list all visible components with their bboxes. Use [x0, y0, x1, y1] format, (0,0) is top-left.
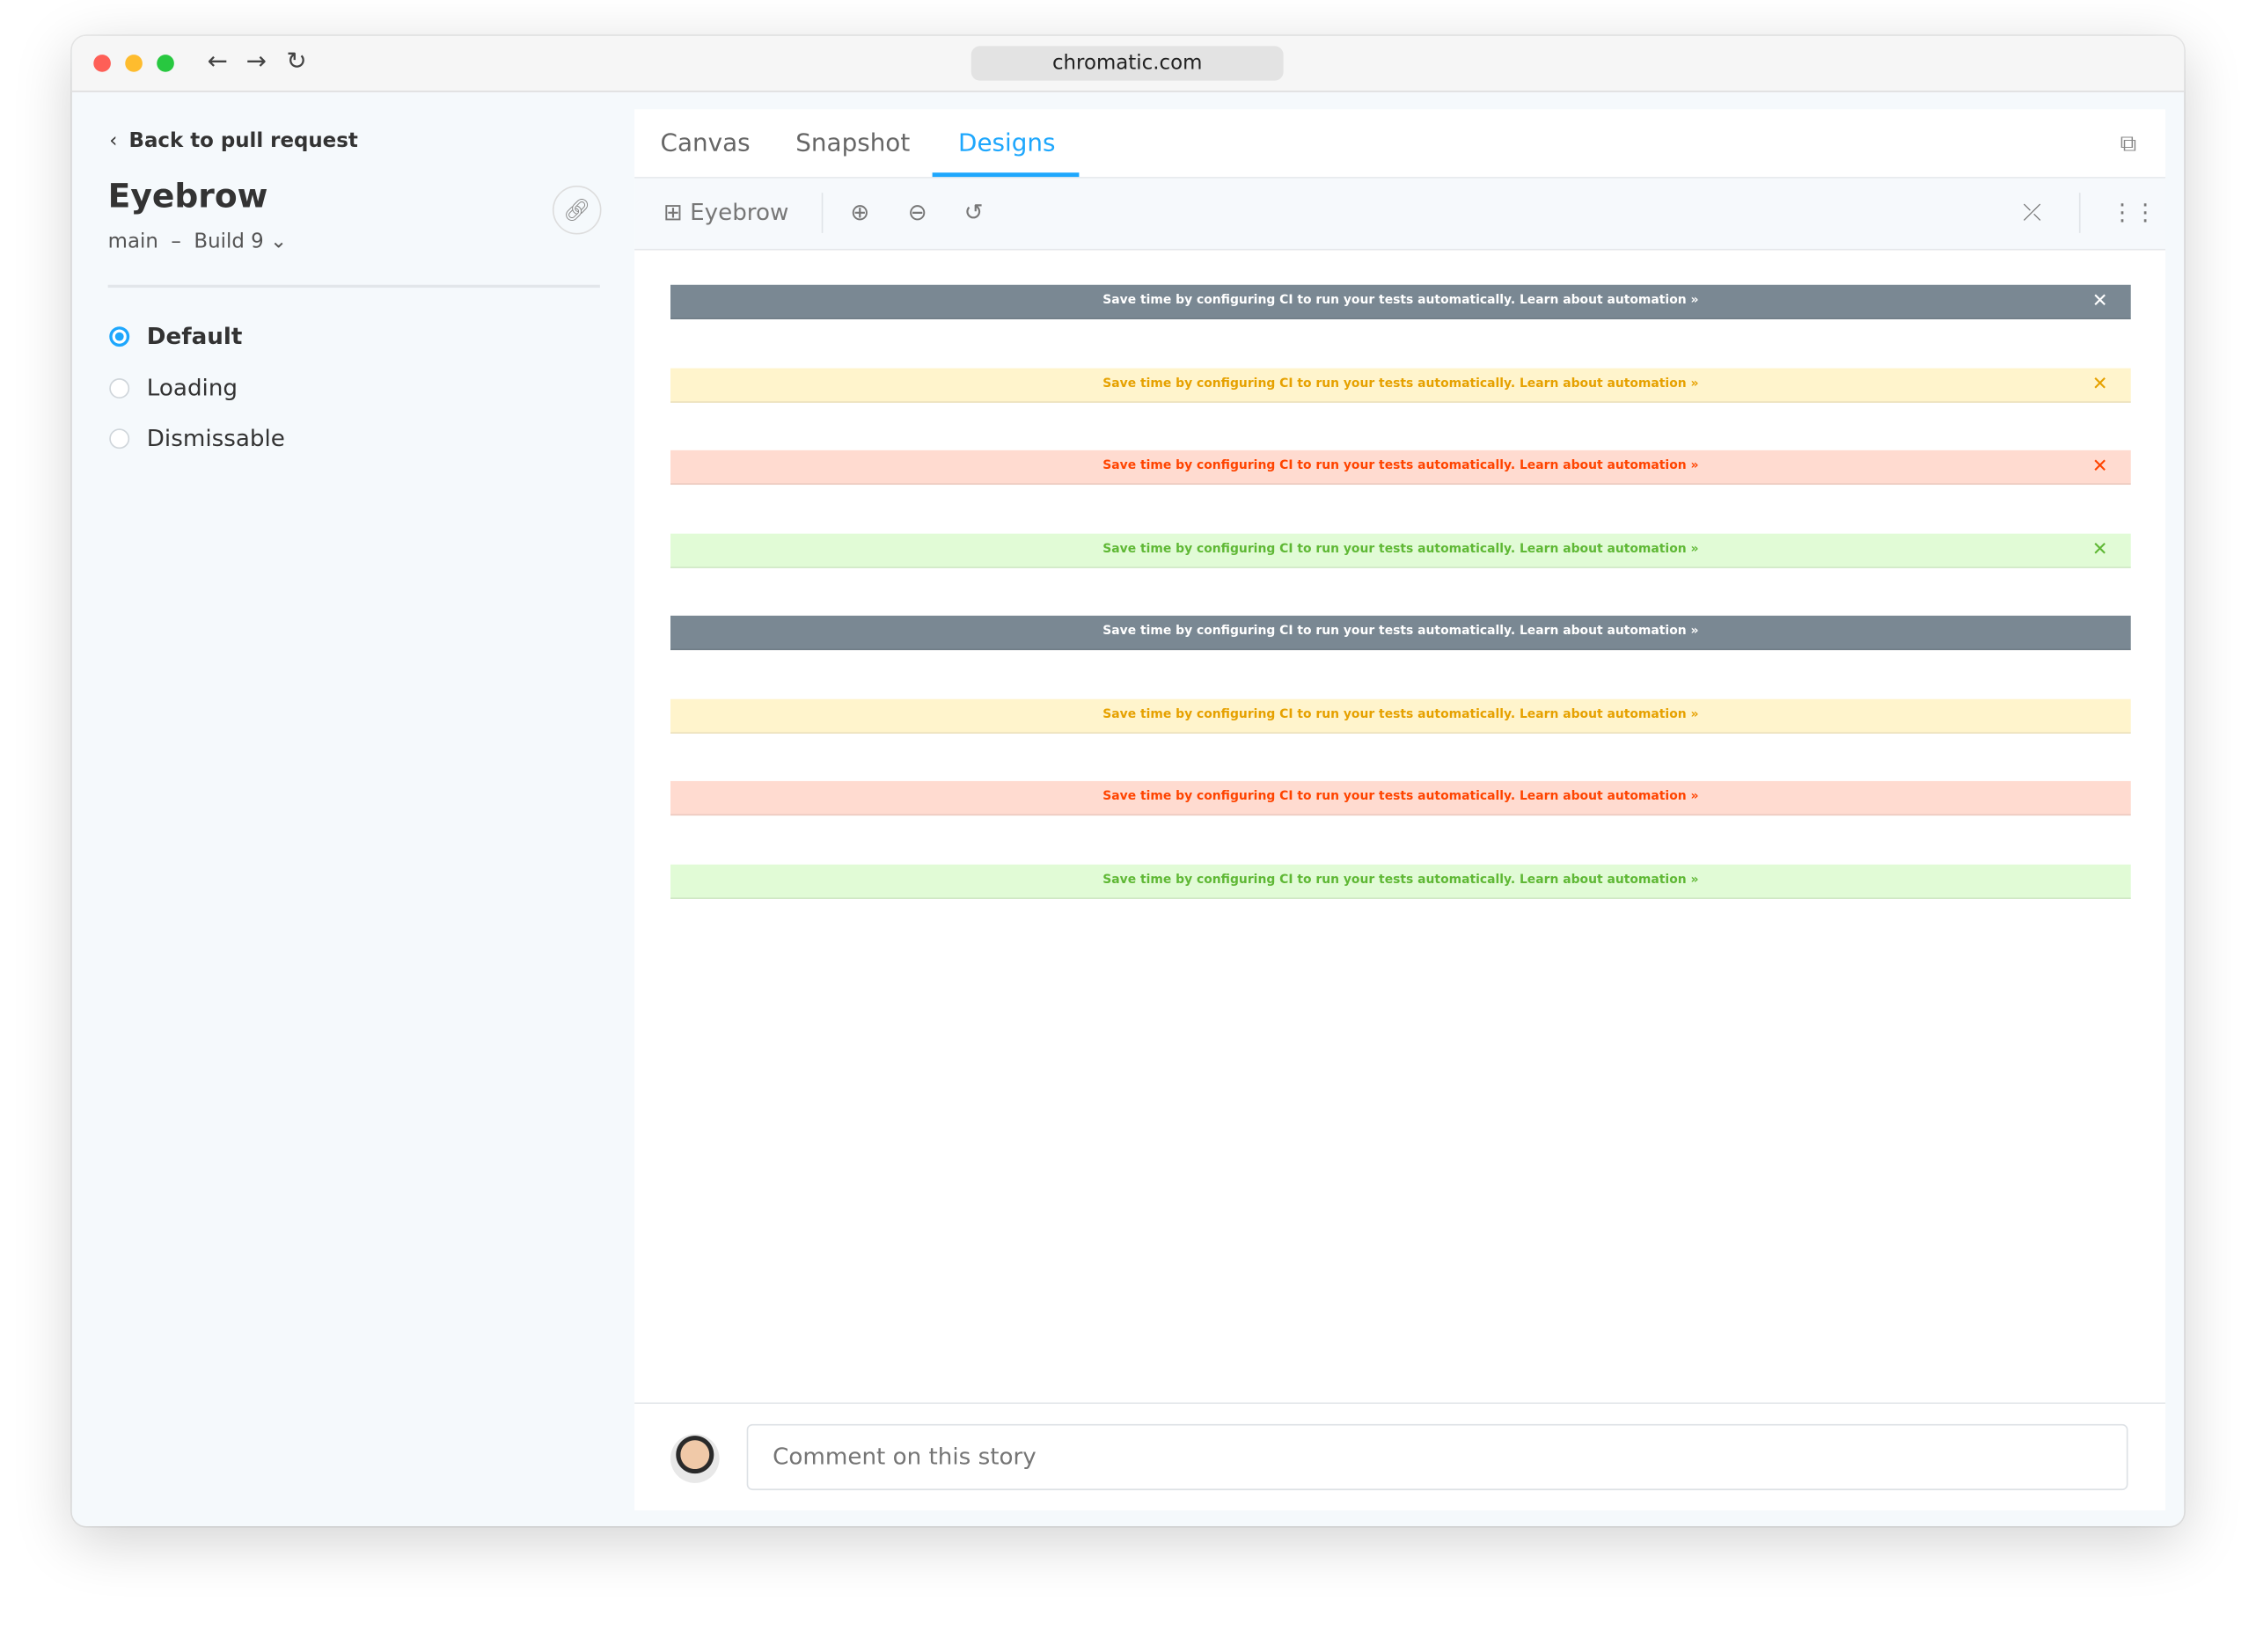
browser-window: ← → ↻ chromatic.com ‹ Back to pull reques… — [71, 35, 2185, 1526]
eyebrow-banner: Save time by configuring CI to run your … — [670, 532, 2131, 568]
story-option-loading[interactable]: Loading — [109, 374, 238, 401]
divider — [107, 284, 600, 289]
eyebrow-banner: Save time by configuring CI to run your … — [670, 698, 2131, 734]
branch-name: main — [107, 230, 158, 253]
comment-bar — [634, 1402, 2165, 1510]
reset-zoom-icon[interactable]: ↺ — [963, 198, 984, 226]
banner-message-link[interactable]: Save time by configuring CI to run your … — [1102, 872, 1699, 888]
grid-icon: ⊞ — [663, 198, 683, 226]
open-external-icon[interactable]: ⧉ — [2120, 129, 2137, 157]
address-bar[interactable]: chromatic.com — [971, 46, 1284, 81]
active-tab-indicator — [932, 172, 1080, 178]
radio-icon — [109, 428, 130, 450]
banner-message-link[interactable]: Save time by configuring CI to run your … — [1102, 789, 1699, 805]
design-toolbar: ⊞ Eyebrow ⊕ ⊖ ↺ ⤫ ⋮⋮ — [634, 178, 2165, 251]
close-window-button[interactable] — [93, 55, 111, 72]
banner-message-link[interactable]: Save time by configuring CI to run your … — [1102, 293, 1699, 308]
eyebrow-banner: Save time by configuring CI to run your … — [670, 450, 2131, 486]
close-icon[interactable]: ✕ — [2091, 456, 2108, 478]
chevron-down-icon: ⌄ — [270, 230, 288, 253]
story-label: Default — [146, 322, 243, 350]
banner-message-link[interactable]: Save time by configuring CI to run your … — [1102, 541, 1699, 557]
reload-icon[interactable]: ↻ — [286, 47, 307, 77]
zoom-in-icon[interactable]: ⊕ — [850, 198, 870, 226]
build-selector[interactable]: main – Build 9 ⌄ — [108, 230, 288, 253]
close-icon[interactable]: ✕ — [2091, 538, 2108, 560]
chevron-left-icon: ‹ — [109, 129, 118, 153]
eyebrow-banner: Save time by configuring CI to run your … — [670, 615, 2131, 651]
link-icon: 🔗︎ — [563, 197, 591, 223]
tab-canvas[interactable]: Canvas — [660, 129, 751, 158]
eyebrow-banner: Save time by configuring CI to run your … — [670, 863, 2131, 899]
story-option-default[interactable]: Default — [109, 322, 242, 349]
close-icon[interactable]: ✕ — [2091, 373, 2108, 395]
avatar — [670, 1434, 720, 1483]
component-selector[interactable]: ⊞ Eyebrow — [663, 199, 789, 226]
back-arrow-icon[interactable]: ← — [207, 47, 228, 77]
tab-designs[interactable]: Designs — [958, 129, 1056, 158]
eyebrow-banner: Save time by configuring CI to run your … — [670, 284, 2131, 320]
forward-arrow-icon[interactable]: → — [245, 47, 267, 77]
story-label: Dismissable — [146, 424, 285, 452]
separator: – — [171, 230, 181, 253]
eyebrow-banner: Save time by configuring CI to run your … — [670, 780, 2131, 816]
banner-message-link[interactable]: Save time by configuring CI to run your … — [1102, 458, 1699, 473]
build-label: Build 9 — [194, 230, 264, 253]
tab-snapshot[interactable]: Snapshot — [795, 129, 911, 158]
close-icon[interactable]: ✕ — [2091, 290, 2108, 312]
main-panel: Canvas Snapshot Designs ⧉ ⊞ Eyebrow ⊕ ⊖ … — [634, 109, 2165, 1510]
zoom-out-icon[interactable]: ⊖ — [907, 198, 927, 226]
radio-selected-icon — [109, 326, 130, 347]
banner-message-link[interactable]: Save time by configuring CI to run your … — [1102, 706, 1699, 722]
browser-titlebar: ← → ↻ chromatic.com — [71, 35, 2185, 92]
back-label: Back to pull request — [128, 129, 358, 153]
banner-message-link[interactable]: Save time by configuring CI to run your … — [1102, 624, 1699, 640]
sidebar: ‹ Back to pull request Eyebrow main – Bui… — [72, 92, 634, 1526]
copy-link-button[interactable]: 🔗︎ — [552, 185, 602, 235]
unlink-icon[interactable]: ⤫ — [2023, 198, 2042, 226]
story-option-dismissable[interactable]: Dismissable — [109, 424, 285, 451]
divider — [821, 193, 824, 233]
divider — [2078, 193, 2081, 233]
minimize-window-button[interactable] — [125, 55, 143, 72]
comment-input[interactable] — [746, 1423, 2128, 1491]
eyebrow-banner: Save time by configuring CI to run your … — [670, 367, 2131, 403]
banner-message-link[interactable]: Save time by configuring CI to run your … — [1102, 376, 1699, 391]
figma-icon[interactable]: ⋮⋮ — [2110, 198, 2157, 226]
component-name: Eyebrow — [690, 198, 789, 226]
story-title: Eyebrow — [107, 178, 268, 216]
story-label: Loading — [146, 374, 238, 402]
tab-bar: Canvas Snapshot Designs ⧉ — [634, 109, 2165, 179]
back-to-pull-request-link[interactable]: ‹ Back to pull request — [109, 129, 358, 152]
radio-icon — [109, 378, 130, 398]
maximize-window-button[interactable] — [157, 55, 174, 72]
